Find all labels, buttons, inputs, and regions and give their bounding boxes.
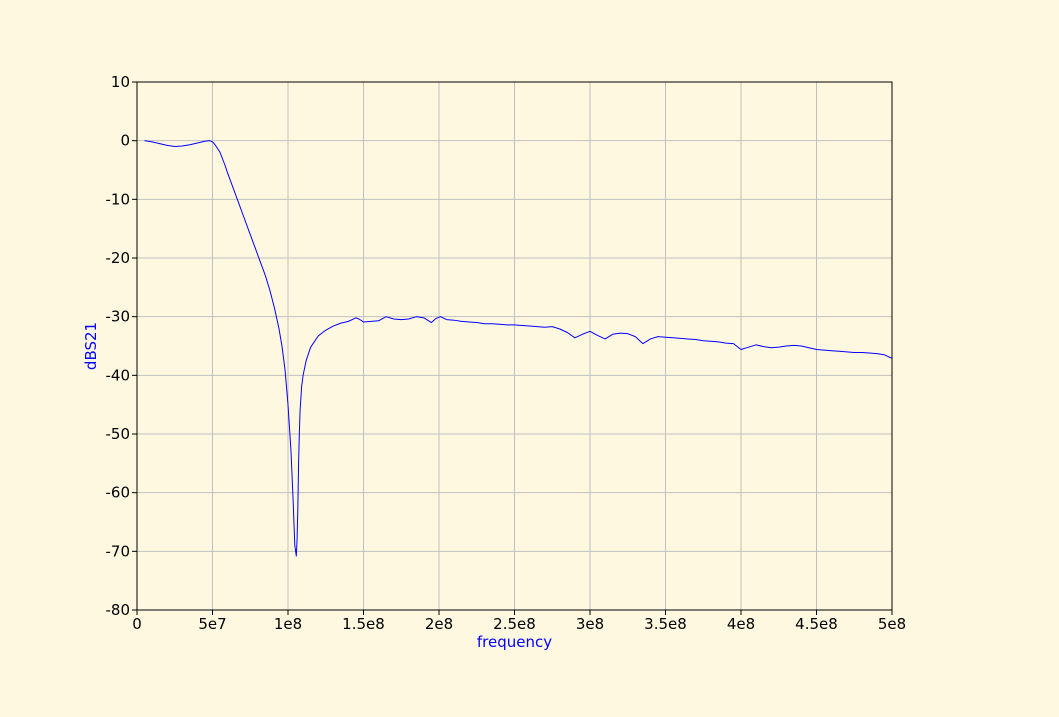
y-axis-ticks: 10 0 -10 -20 -30 -40 -50 -60 -70 -80: [106, 73, 137, 619]
x-tick-label: 1e8: [274, 615, 302, 633]
x-tick-label: 2e8: [425, 615, 453, 633]
x-tick-label: 5e7: [198, 615, 226, 633]
x-axis-label: frequency: [477, 633, 552, 651]
y-tick-label: -80: [106, 601, 131, 619]
x-tick-label: 0: [132, 615, 142, 633]
series-line-dbs21: [144, 140, 893, 557]
series-layer: [144, 140, 893, 557]
x-tick-label: 3.5e8: [644, 615, 687, 633]
x-tick-label: 4.5e8: [795, 615, 838, 633]
y-tick-label: -10: [106, 190, 131, 208]
y-tick-label: 10: [111, 73, 130, 91]
y-tick-label: -50: [106, 425, 131, 443]
x-tick-label: 3e8: [576, 615, 604, 633]
y-tick-label: -60: [106, 484, 131, 502]
y-tick-label: -20: [106, 249, 131, 267]
y-tick-label: -30: [106, 308, 131, 326]
y-tick-label: 0: [120, 132, 130, 150]
x-axis-ticks: 0 5e7 1e8 1.5e8 2e8 2.5e8 3e8 3.5e8 4e8 4.5e8 5e8: [132, 610, 906, 633]
x-tick-label: 5e8: [878, 615, 906, 633]
y-axis-label: dBS21: [82, 322, 100, 370]
y-tick-label: -70: [106, 542, 131, 560]
x-tick-label: 4e8: [727, 615, 755, 633]
y-tick-label: -40: [106, 366, 131, 384]
x-tick-label: 2.5e8: [493, 615, 536, 633]
x-tick-label: 1.5e8: [342, 615, 385, 633]
